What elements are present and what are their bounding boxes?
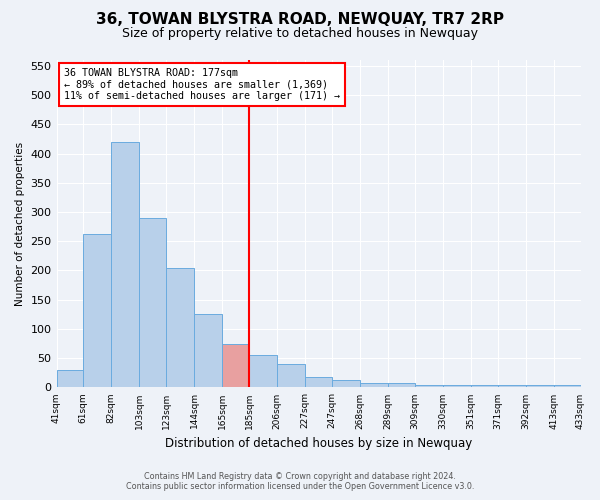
Bar [471,384,497,388]
Bar [443,384,471,388]
Bar [277,364,305,388]
Bar [388,384,415,388]
Bar [166,268,194,388]
Bar [249,356,277,388]
Text: 36, TOWAN BLYSTRA ROAD, NEWQUAY, TR7 2RP: 36, TOWAN BLYSTRA ROAD, NEWQUAY, TR7 2RP [96,12,504,28]
Bar [139,218,166,388]
Bar [497,384,526,388]
Bar [554,384,581,388]
Bar [83,234,112,388]
Bar [222,344,249,388]
Bar [56,370,83,388]
Text: Contains HM Land Registry data © Crown copyright and database right 2024.
Contai: Contains HM Land Registry data © Crown c… [126,472,474,491]
Text: 36 TOWAN BLYSTRA ROAD: 177sqm
← 89% of detached houses are smaller (1,369)
11% o: 36 TOWAN BLYSTRA ROAD: 177sqm ← 89% of d… [64,68,340,102]
Bar [360,383,388,388]
Bar [305,377,332,388]
Bar [526,384,554,388]
Bar [194,314,222,388]
Y-axis label: Number of detached properties: Number of detached properties [15,142,25,306]
X-axis label: Distribution of detached houses by size in Newquay: Distribution of detached houses by size … [165,437,472,450]
Bar [415,384,443,388]
Bar [112,142,139,388]
Bar [332,380,360,388]
Text: Size of property relative to detached houses in Newquay: Size of property relative to detached ho… [122,28,478,40]
